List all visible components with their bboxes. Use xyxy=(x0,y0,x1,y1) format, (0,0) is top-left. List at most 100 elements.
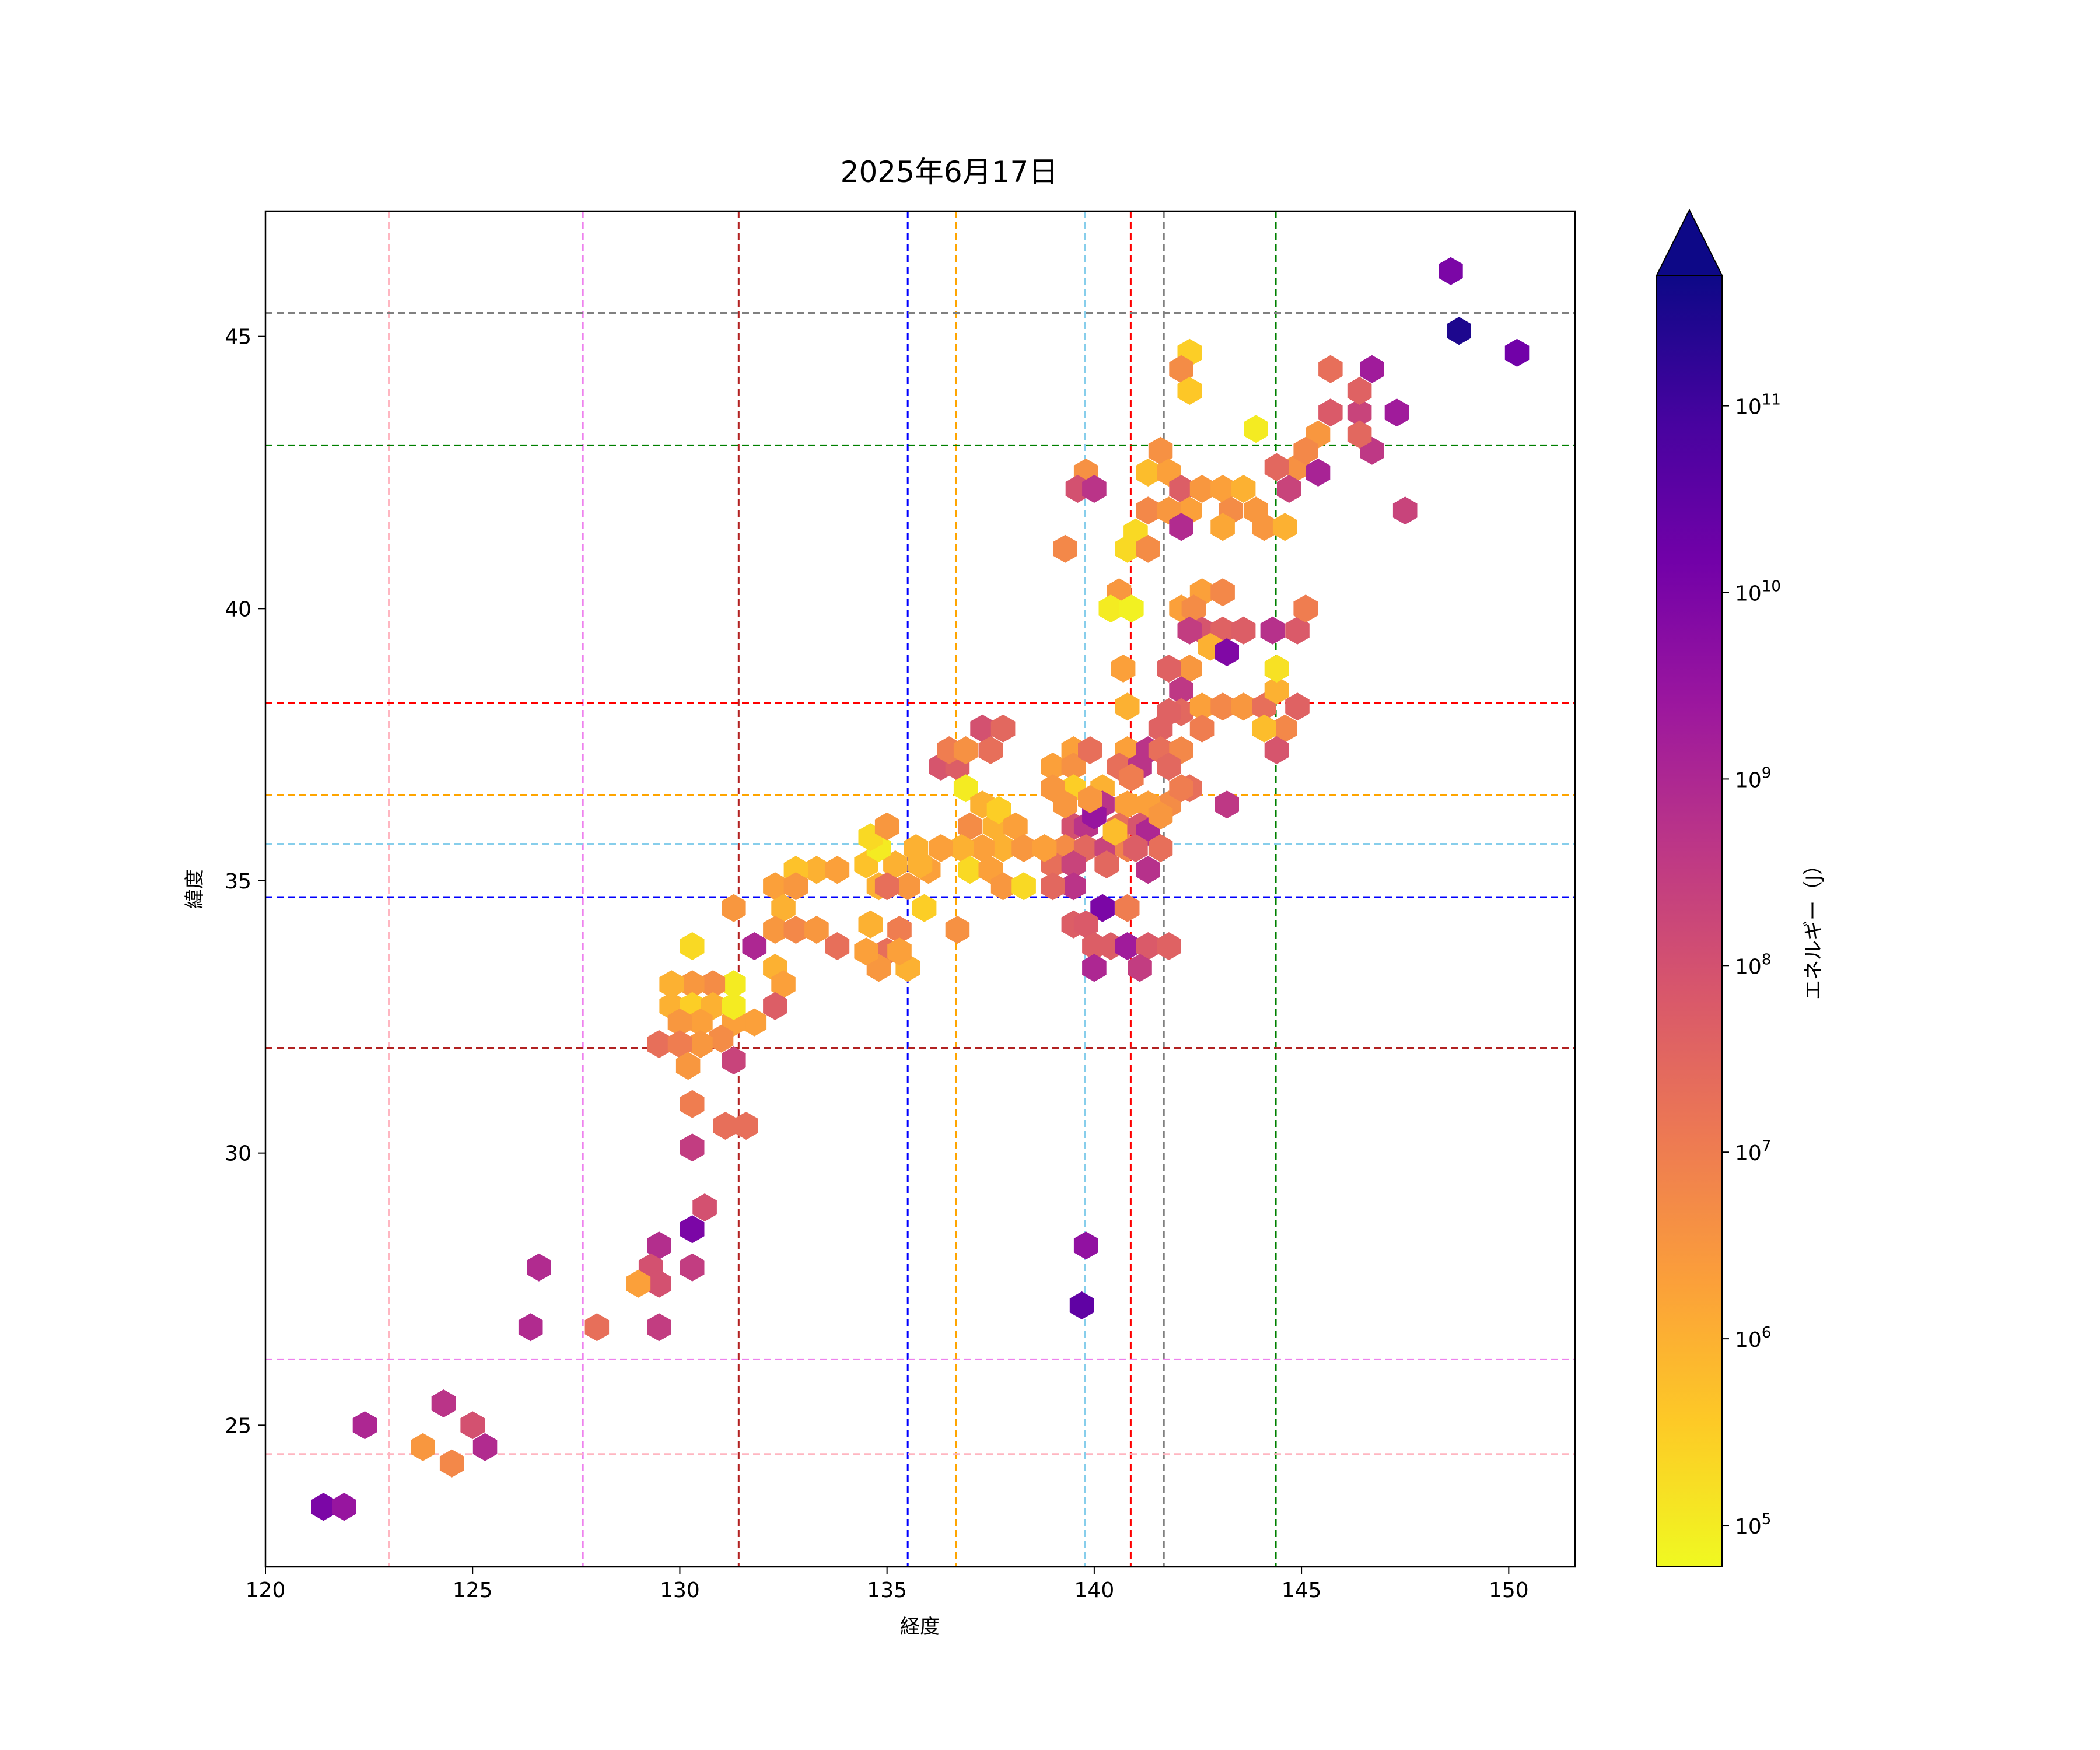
hexbin-cell xyxy=(1210,578,1235,607)
hexbin-cell xyxy=(825,856,850,884)
hexbin-cell xyxy=(742,1008,767,1037)
hexbin-cell xyxy=(991,834,1016,862)
x-axis-label: 経度 xyxy=(900,1615,940,1639)
hexbin-cell xyxy=(1157,932,1181,960)
hexbin-cell xyxy=(804,916,829,944)
hexbin-cell xyxy=(1306,459,1331,487)
hexbin-cell xyxy=(352,1411,377,1440)
hexbin-cell xyxy=(1231,692,1256,721)
hexbin-cell xyxy=(431,1390,456,1418)
hexbin-cell xyxy=(1384,398,1409,427)
hexbin-cell xyxy=(1318,355,1343,383)
hexbin-cell xyxy=(1347,377,1372,405)
hexbin-cell xyxy=(1082,475,1107,503)
hexbin-cell xyxy=(1098,594,1124,623)
hexbin-cell xyxy=(763,872,788,901)
y-tick-label: 40 xyxy=(225,597,251,621)
hexbin-cell xyxy=(1252,513,1276,541)
hexbin-cell xyxy=(439,1449,464,1478)
hexbin-cell xyxy=(1090,894,1115,922)
hexbin-cell xyxy=(311,1493,336,1521)
hexbin-cell xyxy=(1061,752,1086,780)
hexbin-cell xyxy=(1128,954,1152,982)
hexbin-cell xyxy=(1264,654,1289,682)
hexbin-cell xyxy=(1231,475,1256,503)
hexbin-cell xyxy=(1264,453,1289,481)
hexbin-cell xyxy=(1073,910,1098,939)
hexbin-cell xyxy=(783,872,808,901)
hexbin-cell xyxy=(692,1194,717,1222)
x-tick-label: 120 xyxy=(246,1578,286,1602)
hexbin-cell xyxy=(647,1030,671,1058)
hexbin-cell xyxy=(1347,398,1372,427)
hexbin-cell xyxy=(1136,459,1160,487)
x-axis: 120 125 130 135 140 145 150 xyxy=(246,1567,1529,1602)
hexbin-cell xyxy=(709,1024,734,1053)
y-axis: 25 30 35 40 45 xyxy=(225,326,265,1438)
hexbin-cell xyxy=(1169,355,1194,383)
hexbin-cell xyxy=(1285,616,1310,645)
hexbin-cell xyxy=(1252,714,1276,743)
hexbin-cell xyxy=(1272,714,1297,743)
hexbin-cell xyxy=(1293,594,1318,623)
hexbin-cell xyxy=(887,937,912,966)
hexbin-cell xyxy=(1136,534,1160,563)
hexbin-cell xyxy=(858,910,883,939)
colorbar-tick-label: 107 xyxy=(1735,1138,1771,1166)
hexbin-cell xyxy=(763,916,788,944)
hexbin-cell xyxy=(1136,932,1160,960)
hexbin-cell xyxy=(1102,818,1128,846)
hexbin-cell xyxy=(953,736,978,764)
hexbin-cell xyxy=(1115,894,1140,922)
hexbin-cell xyxy=(1032,834,1057,862)
hexbin-cell xyxy=(1157,752,1181,780)
hexbin-cell xyxy=(854,937,878,966)
hexbin-cell xyxy=(991,714,1016,743)
hexbin-cells xyxy=(311,257,1530,1521)
hexbin-cell xyxy=(895,872,920,901)
hexbin-cell xyxy=(1157,654,1181,682)
x-tick-label: 145 xyxy=(1282,1578,1322,1602)
hexbin-cell xyxy=(1073,1231,1098,1260)
hexbin-cell xyxy=(722,992,746,1020)
hexbin-cell xyxy=(734,1112,758,1140)
hexbin-cell xyxy=(676,1052,701,1080)
hexbin-cell xyxy=(978,736,1003,764)
hexbin-cell xyxy=(771,894,796,922)
hexbin-cell xyxy=(1392,496,1418,525)
hexbin-cell xyxy=(958,812,982,841)
hexbin-cell xyxy=(883,850,908,878)
hexbin-cell xyxy=(1293,436,1318,465)
hexbin-cell xyxy=(1041,872,1065,901)
hexbin-cell xyxy=(1148,834,1173,862)
hexbin-cell xyxy=(667,1008,692,1037)
hexbin-cell xyxy=(680,970,705,999)
hexbin-cell xyxy=(958,856,982,884)
hexbin-cell xyxy=(1053,534,1077,563)
hexbin-cell xyxy=(647,1269,671,1298)
hexbin-cell xyxy=(991,872,1016,901)
hexbin-cell xyxy=(722,894,746,922)
hexbin-cell xyxy=(688,1030,713,1058)
hexbin-cell xyxy=(1115,534,1140,563)
hexbin-cell xyxy=(688,1008,713,1037)
hexbin-cell xyxy=(825,932,850,960)
hexbin-cell xyxy=(1260,616,1285,645)
hexbin-cell xyxy=(1210,692,1235,721)
colorbar-label: エネルギー（J） xyxy=(1802,855,1825,1000)
x-tick-label: 150 xyxy=(1489,1578,1529,1602)
hexbin-cell xyxy=(1169,774,1194,803)
colorbar-tick-label: 1010 xyxy=(1735,578,1781,606)
hexbin-cell xyxy=(1119,763,1144,792)
hexbin-cell xyxy=(1210,475,1235,503)
hexbin-cell xyxy=(742,932,767,960)
hexbin-cell xyxy=(680,1253,705,1282)
hexbin-cell xyxy=(1115,790,1140,819)
hexbin-cell xyxy=(929,834,953,862)
hexbin-cell xyxy=(1277,475,1301,503)
hexbin-cell xyxy=(1012,834,1036,862)
hexbin-cell xyxy=(874,812,900,841)
hexbin-cell xyxy=(1189,475,1214,503)
colorbar-tick-label: 106 xyxy=(1735,1324,1771,1352)
